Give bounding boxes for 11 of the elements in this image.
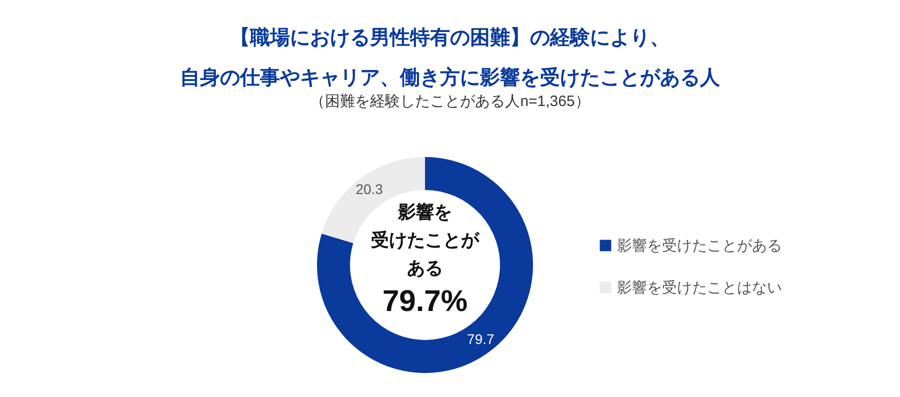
chart-title: 【職場における男性特有の困難】の経験により、自身の仕事やキャリア、働き方に影響を受けたことがある人	[180, 26, 721, 89]
text: 影響を	[397, 202, 452, 222]
data-label: 20.3	[356, 180, 384, 197]
legend-label: 影響を受けたことはない	[617, 280, 782, 296]
chart-subtitle: （困難を経験したことがある人n=1,365）	[310, 93, 590, 110]
data-label: 79.7	[467, 331, 495, 348]
donut-slice	[317, 157, 533, 373]
legend-label: 影響を受けたことがある	[617, 238, 782, 254]
text: ある	[407, 258, 443, 278]
text: 受けたことが	[371, 230, 480, 250]
text: 79.7%	[382, 285, 468, 318]
